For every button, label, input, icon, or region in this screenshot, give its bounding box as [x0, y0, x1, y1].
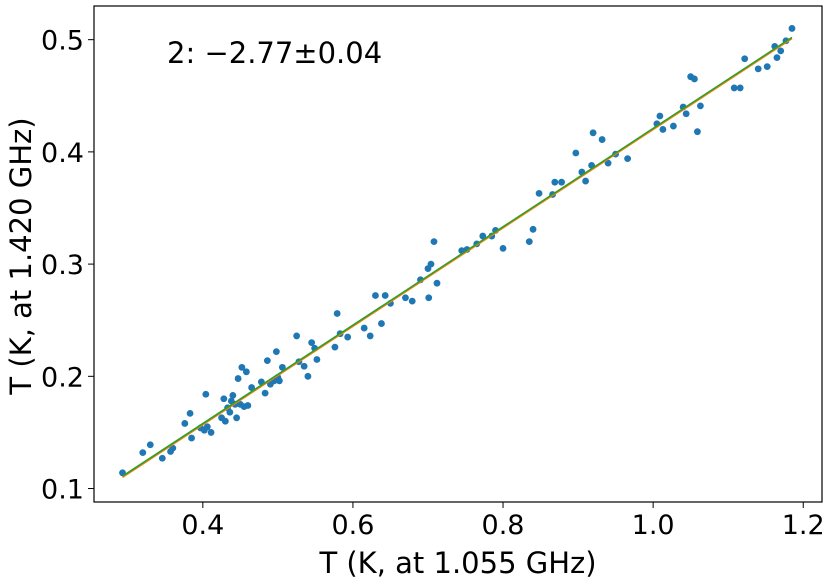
data-point — [408, 297, 416, 305]
data-point — [139, 449, 147, 457]
data-point — [558, 178, 565, 186]
data-point — [146, 441, 154, 449]
data-point — [244, 402, 252, 409]
data-point — [427, 260, 435, 268]
data-point — [188, 434, 195, 442]
data-point — [499, 244, 507, 252]
fit-line-orange — [122, 37, 793, 478]
data-point — [181, 420, 189, 427]
data-point — [158, 454, 166, 462]
y-tick-label: 0.2 — [41, 362, 84, 393]
data-point — [331, 343, 339, 351]
data-point — [659, 126, 667, 133]
data-point — [535, 190, 543, 197]
y-tick-label: 0.1 — [41, 475, 84, 506]
data-point — [272, 348, 280, 356]
data-point — [730, 84, 738, 92]
data-point — [736, 84, 744, 92]
data-point — [203, 423, 211, 431]
data-points — [119, 25, 796, 477]
y-axis-label: T (K, at 1.420 GHz) — [4, 117, 38, 395]
data-point — [333, 310, 341, 317]
data-point — [186, 409, 194, 417]
data-point — [430, 238, 438, 246]
data-point — [682, 110, 690, 118]
data-point — [433, 279, 441, 287]
data-point — [229, 391, 237, 399]
data-point — [275, 377, 283, 385]
data-point — [248, 384, 256, 391]
data-point — [777, 47, 785, 55]
data-point — [263, 357, 271, 365]
data-point — [669, 122, 677, 130]
data-point — [226, 408, 234, 416]
data-point — [169, 444, 177, 452]
data-point — [525, 238, 533, 246]
data-point — [293, 332, 301, 340]
data-point — [788, 25, 796, 32]
data-point — [381, 292, 389, 299]
data-point — [604, 159, 612, 167]
data-point — [366, 332, 374, 340]
data-point — [656, 112, 664, 120]
x-tick-label: 0.4 — [181, 510, 224, 541]
data-point — [572, 149, 580, 157]
data-point — [694, 128, 701, 136]
data-point — [233, 414, 240, 422]
data-point — [691, 75, 698, 83]
data-point — [529, 225, 537, 233]
x-tick-label: 0.8 — [482, 510, 525, 541]
data-point — [221, 417, 229, 425]
data-point — [697, 102, 704, 110]
data-point — [220, 395, 228, 403]
data-point — [589, 129, 597, 137]
fit-lines — [122, 36, 793, 478]
data-point — [300, 362, 308, 370]
data-point — [479, 232, 487, 240]
y-tick-label: 0.4 — [41, 138, 84, 169]
data-point — [763, 63, 771, 70]
plot-frame — [93, 5, 823, 503]
data-point — [754, 65, 762, 73]
data-point — [582, 177, 589, 185]
data-point — [313, 356, 321, 363]
data-point — [402, 294, 409, 302]
data-point — [624, 155, 632, 163]
data-point — [598, 136, 606, 143]
x-tick-label: 1.2 — [782, 510, 825, 541]
data-point — [304, 372, 312, 380]
data-point — [378, 320, 385, 327]
axis-ticks: 0.4 0.6 0.8 1.0 1.2 0.1 0.2 0.3 0.4 0.5 — [41, 26, 825, 541]
data-point — [242, 368, 250, 376]
y-tick-label: 0.5 — [41, 26, 84, 57]
data-point — [261, 389, 269, 397]
data-point — [360, 324, 368, 332]
data-point — [308, 339, 316, 347]
fit-line-green — [122, 36, 793, 477]
x-tick-label: 1.0 — [632, 510, 675, 541]
x-axis-label: T (K, at 1.055 GHz) — [318, 546, 596, 580]
y-tick-label: 0.3 — [41, 250, 84, 281]
data-point — [372, 292, 379, 299]
data-point — [741, 55, 749, 63]
data-point — [551, 178, 559, 186]
data-point — [238, 363, 246, 371]
chart-annotation: 2: −2.77±0.04 — [167, 36, 382, 70]
data-point — [234, 375, 242, 382]
data-point — [278, 363, 286, 371]
data-point — [773, 54, 781, 62]
data-point — [344, 333, 352, 341]
data-point — [425, 294, 433, 302]
x-tick-label: 0.6 — [331, 510, 374, 541]
data-point — [202, 390, 210, 398]
data-point — [207, 429, 215, 436]
